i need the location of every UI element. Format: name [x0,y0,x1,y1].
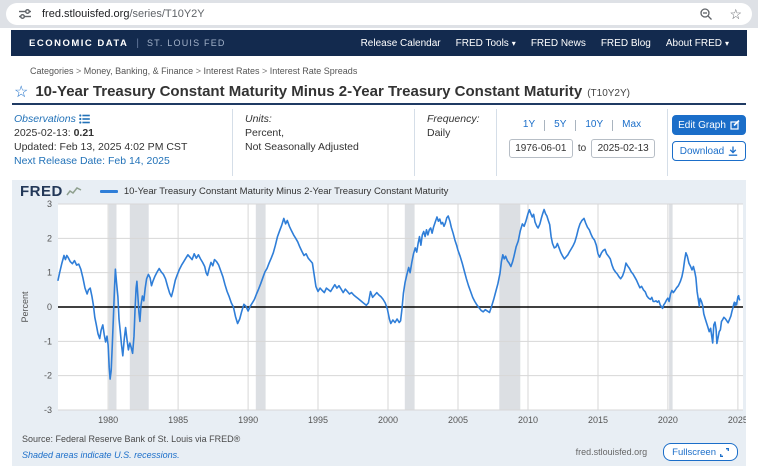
fred-watermark: fred.stlouisfed.org [575,447,648,457]
brand-st-louis-fed[interactable]: ST. LOUIS FED [146,38,226,48]
date-range-section: 1Y 5Y 10Y Max to [497,109,668,176]
y-tick-label: -3 [44,405,52,415]
brand-economic-data[interactable]: ECONOMIC DATA [29,37,129,49]
range-max-link[interactable]: Max [622,119,642,130]
range-separator [575,119,577,131]
edit-pencil-icon [730,120,740,130]
y-tick-label: 0 [47,302,52,312]
breadcrumb-money-banking-finance[interactable]: Money, Banking, & Finance [84,66,204,76]
nav-fred-blog[interactable]: FRED Blog [600,37,651,49]
y-axis-title: Percent [20,291,30,323]
series-ticker: (T10Y2Y) [587,88,630,99]
y-tick-label: 2 [47,233,52,243]
breadcrumb-interest-rates[interactable]: Interest Rates [203,66,269,76]
observations-link[interactable]: Observations [14,112,90,126]
next-release-link[interactable]: Next Release Date: Feb 14, 2025 [14,155,170,167]
edit-graph-button[interactable]: Edit Graph [672,115,746,135]
breadcrumb-categories[interactable]: Categories [30,66,84,76]
fred-logo-sparkline-icon [66,186,82,195]
edit-graph-label: Edit Graph [678,119,726,131]
x-tick-label: 1990 [238,415,258,425]
x-tick-label: 2010 [518,415,538,425]
nav-fred-news[interactable]: FRED News [530,37,586,49]
title-divider [12,103,746,105]
series-line [57,208,741,380]
url-path: /series/T10Y2Y [129,8,205,20]
top-nav: Release Calendar FRED Tools FRED News FR… [361,38,729,49]
view-data-icon [79,114,90,124]
range-5y-link[interactable]: 5Y [554,119,567,130]
breadcrumb: Categories Money, Banking, & Finance Int… [30,66,357,76]
graph-container: FRED 10-Year Treasury Constant Maturity … [12,180,746,466]
y-tick-label: -2 [44,371,52,381]
observations-section: Observations 2025-02-13: 0.21 Updated: F… [12,109,233,176]
latest-observation-value: 0.21 [73,127,94,139]
y-tick-label: 1 [47,268,52,278]
download-button[interactable]: Download [672,141,746,161]
y-tick-label: -1 [44,336,52,346]
page-title: 10-Year Treasury Constant Maturity Minus… [35,83,583,100]
fred-logo[interactable]: FRED [20,182,63,200]
recession-note-link[interactable]: Shaded areas indicate U.S. recessions. [22,450,180,460]
zoom-range-links: 1Y 5Y 10Y Max [501,118,663,132]
url-text[interactable]: fred.stlouisfed.org/series/T10Y2Y [42,8,697,20]
chart-legend: 10-Year Treasury Constant Maturity Minus… [99,185,449,197]
frequency-label: Frequency: [427,113,480,125]
site-settings-icon[interactable] [16,5,34,23]
units-value-line2: Not Seasonally Adjusted [245,141,359,153]
updated-timestamp: Updated: Feb 13, 2025 4:02 PM CST [14,141,188,153]
nav-about-fred[interactable]: About FRED [666,38,729,49]
x-tick-label: 1980 [98,415,118,425]
download-icon [729,146,738,156]
legend-label: 10-Year Treasury Constant Maturity Minus… [123,185,449,197]
units-label: Units: [245,113,272,125]
nav-fred-tools[interactable]: FRED Tools [456,38,516,49]
x-tick-label: 1995 [308,415,328,425]
fullscreen-button[interactable]: Fullscreen [663,443,738,461]
bookmark-star-icon[interactable]: ☆ [729,6,742,22]
x-tick-label: 2005 [448,415,468,425]
x-tick-label: 2020 [658,415,678,425]
x-tick-label: 1985 [168,415,188,425]
y-tick-label: 3 [47,200,52,209]
date-start-input[interactable] [508,139,573,158]
units-value-line1: Percent, [245,127,285,139]
range-1y-link[interactable]: 1Y [522,119,536,130]
x-tick-label: 2025 [728,415,746,425]
fullscreen-expand-icon [720,447,729,457]
graph-actions-section: Edit Graph Download [668,109,746,176]
browser-toolbar: fred.stlouisfed.org/series/T10Y2Y ☆ [0,0,758,28]
frequency-section: Frequency: Daily [415,109,497,176]
x-tick-label: 2000 [378,415,398,425]
zoom-indicator-icon[interactable] [697,5,715,23]
download-label: Download [679,145,725,157]
range-10y-link[interactable]: 10Y [585,119,604,130]
spread-line-chart[interactable]: -3 -2 -1 0 1 2 3 1980 1985 1990 1995 2000 2005 2010 20… [12,200,746,432]
site-header: ECONOMIC DATA | ST. LOUIS FED Release Ca… [11,30,747,56]
breadcrumb-interest-rate-spreads[interactable]: Interest Rate Spreads [269,66,358,76]
url-bar[interactable]: fred.stlouisfed.org/series/T10Y2Y ☆ [6,3,752,25]
date-end-input[interactable] [591,139,656,158]
latest-observation-date: 2025-02-13: [14,127,71,139]
source-attribution: Source: Federal Reserve Bank of St. Loui… [22,434,241,444]
x-tick-label: 2015 [588,415,608,425]
fullscreen-label: Fullscreen [672,446,716,458]
url-host: fred.stlouisfed.org [42,8,130,20]
units-section: Units: Percent, Not Seasonally Adjusted [233,109,415,176]
range-separator [612,119,614,131]
legend-line-swatch [99,189,118,193]
brand-divider: | [136,37,139,49]
frequency-value: Daily [427,127,451,139]
range-separator [544,119,546,131]
nav-release-calendar[interactable]: Release Calendar [360,37,441,49]
favorite-star-icon[interactable]: ☆ [14,84,29,101]
series-meta-panel: Observations 2025-02-13: 0.21 Updated: F… [12,109,746,176]
observations-label: Observations [14,113,76,125]
date-range-to-label: to [577,142,587,154]
